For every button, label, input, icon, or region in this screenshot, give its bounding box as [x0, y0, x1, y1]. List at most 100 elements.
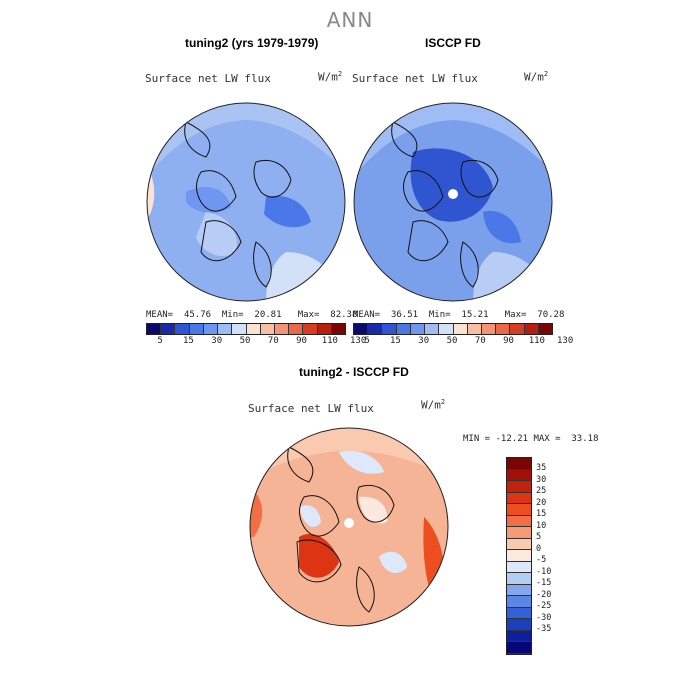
obs-variable-label: Surface net LW flux [352, 72, 478, 85]
diff-colorbar-swatch [507, 596, 531, 608]
obs-colorbar-tick-label: 30 [418, 336, 430, 346]
diff-region-negative-atlantic [379, 551, 407, 573]
model-colorbar-swatch [175, 324, 190, 334]
model-colorbar-swatch [161, 324, 176, 334]
model-colorbar-tick-label: 110 [321, 336, 338, 346]
obs-colorbar-swatch [467, 324, 482, 334]
diff-colorbar-tick-label: 20 [536, 497, 547, 508]
diff-colorbar-swatch [507, 573, 531, 585]
diff-colorbar-swatch [507, 481, 531, 493]
diff-colorbar-swatch [507, 538, 531, 550]
diff-map-border [249, 427, 449, 627]
obs-colorbar-swatch [510, 324, 525, 334]
model-coastline-hudson [200, 220, 242, 262]
obs-region-pacific [354, 103, 552, 177]
diff-colorbar-swatch [507, 492, 531, 504]
model-colorbar-tick-label: 90 [296, 336, 307, 346]
obs-pole-hole [448, 189, 458, 199]
obs-colorbar-swatch [425, 324, 440, 334]
diff-region-neutral-center [359, 496, 388, 524]
obs-colorbar-swatch [368, 324, 383, 334]
model-colorbar [146, 323, 346, 335]
model-colorbar-swatch [189, 324, 204, 334]
diff-colorbar-tick-label: 35 [536, 463, 547, 473]
diff-colorbar-tick-label: 0 [536, 543, 542, 554]
diff-colorbar-ticks: 35 30 25 20 15 10 5 0 -5 -10 -15 -20 -25 -30 -35 [536, 457, 576, 637]
diff-panel-title: tuning2 - ISCCP FD [299, 365, 409, 379]
model-colorbar-tick-label: 130 [350, 336, 367, 346]
obs-coastline-archipelago [403, 170, 444, 212]
diff-region-negative-archipelago [299, 505, 321, 527]
obs-polar-map [353, 102, 553, 302]
obs-colorbar-tick-label: 50 [446, 336, 458, 346]
model-units-label: W/m2 [318, 70, 343, 84]
model-colorbar-swatch [303, 324, 318, 334]
model-region-cold-greenland [264, 195, 311, 228]
obs-colorbar-swatch [396, 324, 411, 334]
obs-stats: MEAN= 36.51 Min= 15.21 Max= 70.28 [353, 310, 565, 320]
diff-colorbar [506, 457, 532, 655]
diff-colorbar-tick-label: -15 [536, 578, 552, 588]
model-panel-title: tuning2 (yrs 1979-1979) [185, 36, 319, 50]
model-coastline-archipelago [196, 170, 237, 212]
diff-colorbar-swatch [507, 515, 531, 527]
obs-colorbar-tick-label: 70 [474, 336, 486, 346]
obs-colorbar-swatch [481, 324, 497, 334]
diff-colorbar-swatch [507, 469, 531, 481]
diff-colorbar-tick-label: 30 [536, 474, 547, 485]
diff-colorbar-tick-label: -35 [536, 624, 552, 634]
obs-colorbar-swatch [382, 324, 397, 334]
model-colorbar-tick-label: 70 [267, 336, 279, 346]
obs-colorbar-ticks: 5 15 30 50 70 90 110 130 [353, 336, 573, 348]
diff-stats: MIN = -12.21 MAX = 33.18 [463, 434, 599, 444]
obs-coastline-alaska [391, 121, 418, 158]
figure-title: ANN [326, 8, 374, 32]
obs-region-cold-greenland [483, 211, 521, 244]
diff-colorbar-swatch [507, 561, 531, 573]
obs-coastline-greenland [460, 159, 499, 198]
obs-colorbar-swatch [439, 324, 454, 334]
diff-colorbar-swatch [507, 550, 531, 562]
diff-colorbar-tick-label: -30 [536, 612, 552, 623]
model-colorbar-swatch [147, 324, 162, 334]
diff-colorbar-tick-label: -5 [536, 555, 547, 565]
model-stats: MEAN= 45.76 Min= 20.81 Max= 82.38 [146, 310, 358, 320]
obs-coastline-scandinavia [460, 241, 479, 288]
obs-colorbar-swatch [453, 324, 468, 334]
diff-colorbar-swatch [507, 504, 531, 516]
model-colorbar-tick-label: 5 [157, 336, 163, 346]
model-map-border [146, 102, 346, 302]
model-colorbar-swatch [218, 324, 233, 334]
diff-colorbar-swatch [507, 527, 531, 539]
diff-colorbar-swatch [507, 642, 531, 654]
model-colorbar-swatch [289, 324, 304, 334]
model-colorbar-swatch [331, 324, 346, 334]
diff-colorbar-tick-label: -25 [536, 601, 552, 611]
model-variable-label: Surface net LW flux [145, 72, 271, 85]
model-colorbar-swatch [232, 324, 247, 334]
obs-colorbar-tick-label: 110 [528, 336, 545, 346]
obs-colorbar-swatch [538, 324, 553, 334]
diff-colorbar-tick-label: -20 [536, 589, 552, 600]
obs-region-cold-core [410, 148, 493, 222]
obs-coastline-hudson [407, 220, 449, 262]
diff-colorbar-tick-label: 15 [536, 509, 547, 519]
diff-pole-hole [344, 518, 354, 528]
diff-coastline-archipelago [299, 495, 340, 537]
diff-polar-map [249, 427, 449, 627]
model-coastline-scandinavia [253, 241, 272, 288]
model-colorbar-tick-label: 15 [183, 336, 194, 346]
obs-colorbar-swatch [410, 324, 426, 334]
model-colorbar-tick-label: 30 [211, 336, 223, 346]
diff-colorbar-swatch [507, 630, 531, 642]
model-colorbar-swatch [246, 324, 261, 334]
obs-units-label: W/m2 [524, 70, 549, 84]
diff-coastline-alaska [287, 446, 314, 483]
diff-colorbar-tick-label: -10 [536, 566, 552, 577]
model-colorbar-swatch [203, 324, 219, 334]
obs-colorbar-swatch [496, 324, 511, 334]
diff-colorbar-tick-label: 25 [536, 486, 547, 496]
diff-coastline-scandinavia [356, 566, 375, 613]
diff-region-hot-hudson [299, 533, 339, 578]
diff-colorbar-swatch [507, 619, 531, 631]
